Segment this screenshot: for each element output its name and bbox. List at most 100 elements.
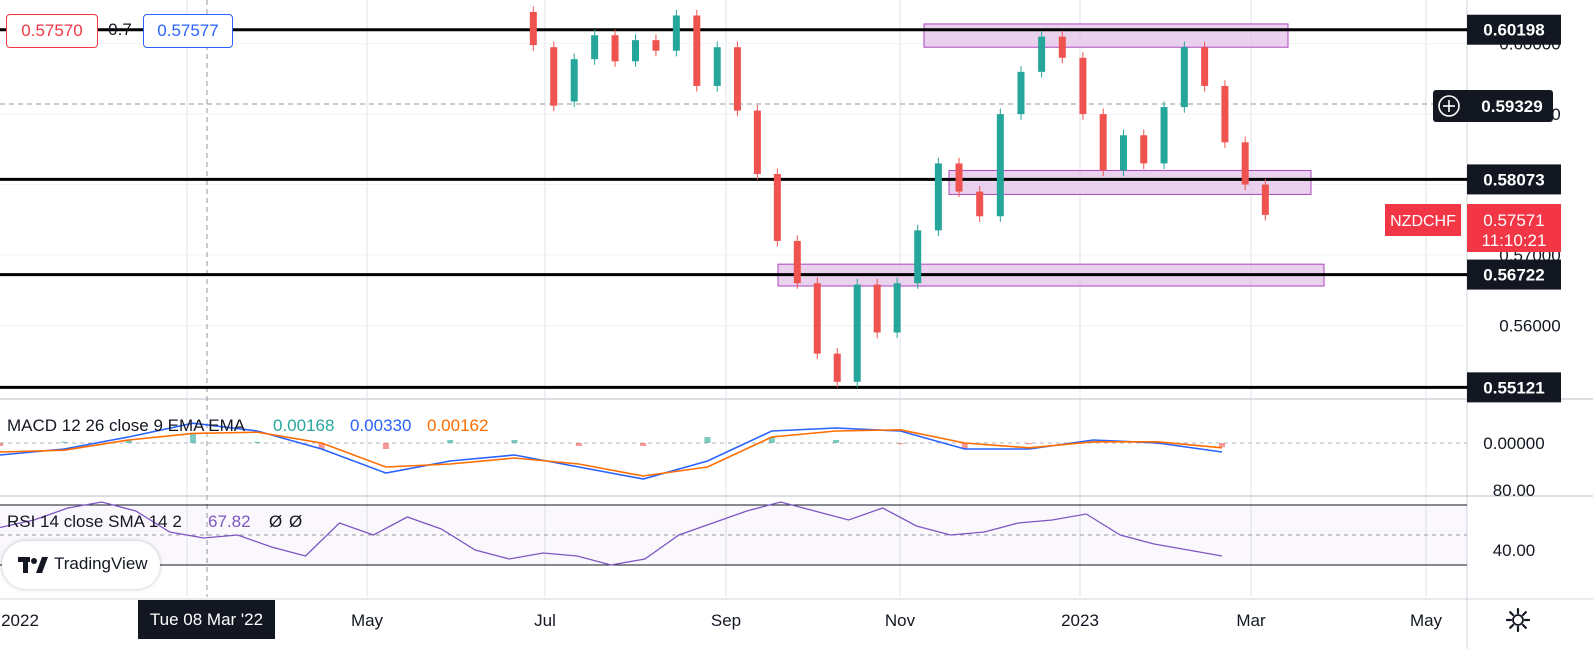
candle-body	[1180, 47, 1188, 108]
candle-body	[1119, 135, 1127, 171]
candle-body	[570, 59, 578, 102]
candle-body	[1058, 36, 1066, 58]
macd-histogram-bar	[833, 440, 840, 443]
rsi-line	[0, 501, 1223, 566]
rsi-pane	[0, 501, 1467, 566]
time-tick-label: May	[351, 611, 384, 630]
candle-body	[976, 191, 984, 217]
macd-axis-label: 0.00000	[1483, 434, 1544, 453]
macd-histogram-bar	[254, 441, 261, 443]
candle-body	[934, 163, 942, 231]
candle-body	[955, 163, 963, 192]
level-price-tag	[1467, 164, 1561, 195]
candle-body	[733, 47, 741, 111]
settings-gear-icon[interactable]	[1504, 606, 1532, 634]
level-price-text: 0.58073	[1483, 170, 1544, 189]
time-axis[interactable]: 2022 May Jul Sep Nov 2023 Mar May	[1, 611, 1442, 630]
rsi-na-2: Ø	[289, 512, 302, 531]
candle-body	[793, 240, 801, 284]
candle-body	[713, 47, 721, 86]
candle-body	[1038, 36, 1046, 72]
macd-histogram-bar	[575, 443, 582, 446]
zone-rect	[948, 169, 1312, 195]
price-tick-label: 0.56000	[1499, 316, 1560, 335]
time-tick-label: 2023	[1061, 611, 1099, 630]
zone-rect	[923, 23, 1289, 48]
macd-histogram-bar	[447, 440, 454, 443]
countdown-value: 11:10:21	[1482, 231, 1547, 250]
ask-price[interactable]: 0.57577	[143, 14, 233, 48]
symbol-tag-text: NZDCHF	[1390, 213, 1456, 230]
candle-body	[813, 283, 821, 354]
candle-body	[591, 35, 599, 60]
candlestick-series	[529, 6, 1269, 388]
bid-price[interactable]: 0.57570	[6, 14, 98, 48]
candle-body	[1221, 85, 1229, 143]
candle-body	[652, 40, 660, 51]
candle-body	[773, 173, 781, 241]
price-axis[interactable]: 0.600000.590000.580000.570000.560000.601…	[1467, 14, 1561, 560]
candle-body	[1261, 184, 1269, 215]
level-price-tag	[1467, 14, 1561, 45]
macd-line-value: 0.00330	[350, 416, 411, 435]
candle-body	[753, 110, 761, 174]
macd-line	[0, 422, 1223, 480]
time-tick-label: 2022	[1, 611, 39, 630]
candle-body	[611, 35, 619, 62]
candle-body	[914, 230, 922, 284]
indicator-legends: MACD 12 26 close 9 EMA EMA 0.00168 0.003…	[7, 416, 488, 531]
spread-value: 0.7	[108, 20, 132, 39]
candle-body	[529, 11, 537, 46]
candle-body	[1079, 57, 1087, 115]
crosshair-price-tag	[1433, 90, 1553, 122]
macd-title: MACD 12 26 close 9 EMA EMA	[7, 416, 246, 435]
level-price-text: 0.55121	[1483, 378, 1544, 397]
macd-histogram-bar	[0, 443, 3, 446]
signal-line	[0, 428, 1223, 477]
tradingview-wordmark: TradingView	[54, 554, 148, 573]
macd-pane	[0, 422, 1467, 480]
symbol-tag	[1385, 204, 1461, 236]
level-price-text: 0.56722	[1483, 266, 1544, 285]
time-tick-label: Nov	[885, 611, 916, 630]
macd-histogram-bar	[318, 443, 325, 449]
macd-histogram-bar	[382, 443, 389, 449]
rsi-na-1: Ø	[269, 512, 282, 531]
macd-histogram-bar	[1026, 443, 1033, 445]
level-price-tag	[1467, 259, 1561, 290]
tradingview-logo-icon	[18, 557, 48, 573]
candle-body	[1140, 135, 1148, 164]
candle-body	[833, 353, 841, 382]
tradingview-watermark[interactable]: TradingView	[2, 541, 160, 589]
macd-histogram-bar	[640, 443, 647, 446]
level-price-text: 0.60198	[1483, 21, 1544, 40]
time-tick-label: May	[1410, 611, 1443, 630]
add-plus-icon[interactable]	[1437, 94, 1461, 118]
crosshair-date-label: Tue 08 Mar '22	[138, 600, 275, 639]
candle-body	[1099, 114, 1107, 171]
candle-body	[873, 284, 881, 333]
macd-histogram-bar	[61, 441, 68, 443]
last-price-tag	[1467, 204, 1561, 252]
macd-histogram-value: 0.00168	[273, 416, 334, 435]
horizontal-levels[interactable]	[0, 28, 1467, 389]
candle-body	[1160, 107, 1168, 164]
price-tags: NZDCHF 0.57571 11:10:21 0.59329	[1385, 90, 1561, 252]
candle-body	[853, 284, 861, 382]
time-tick-label: Sep	[711, 611, 741, 630]
macd-signal-value: 0.00162	[427, 416, 488, 435]
candle-body	[996, 114, 1004, 217]
rsi-title: RSI 14 close SMA 14 2	[7, 512, 182, 531]
macd-histogram-bar	[189, 432, 196, 443]
level-price-tag	[1467, 372, 1561, 403]
macd-histogram-bar	[125, 440, 132, 443]
rsi-axis-label: 40.00	[1493, 541, 1536, 560]
crosshair-price-value: 0.59329	[1481, 97, 1542, 116]
candle-body	[693, 15, 701, 86]
macd-histogram-bar	[961, 443, 968, 449]
candle-body	[672, 15, 680, 51]
candle-body	[1201, 47, 1209, 86]
macd-histogram-bar	[511, 440, 518, 443]
candle-body	[893, 283, 901, 333]
